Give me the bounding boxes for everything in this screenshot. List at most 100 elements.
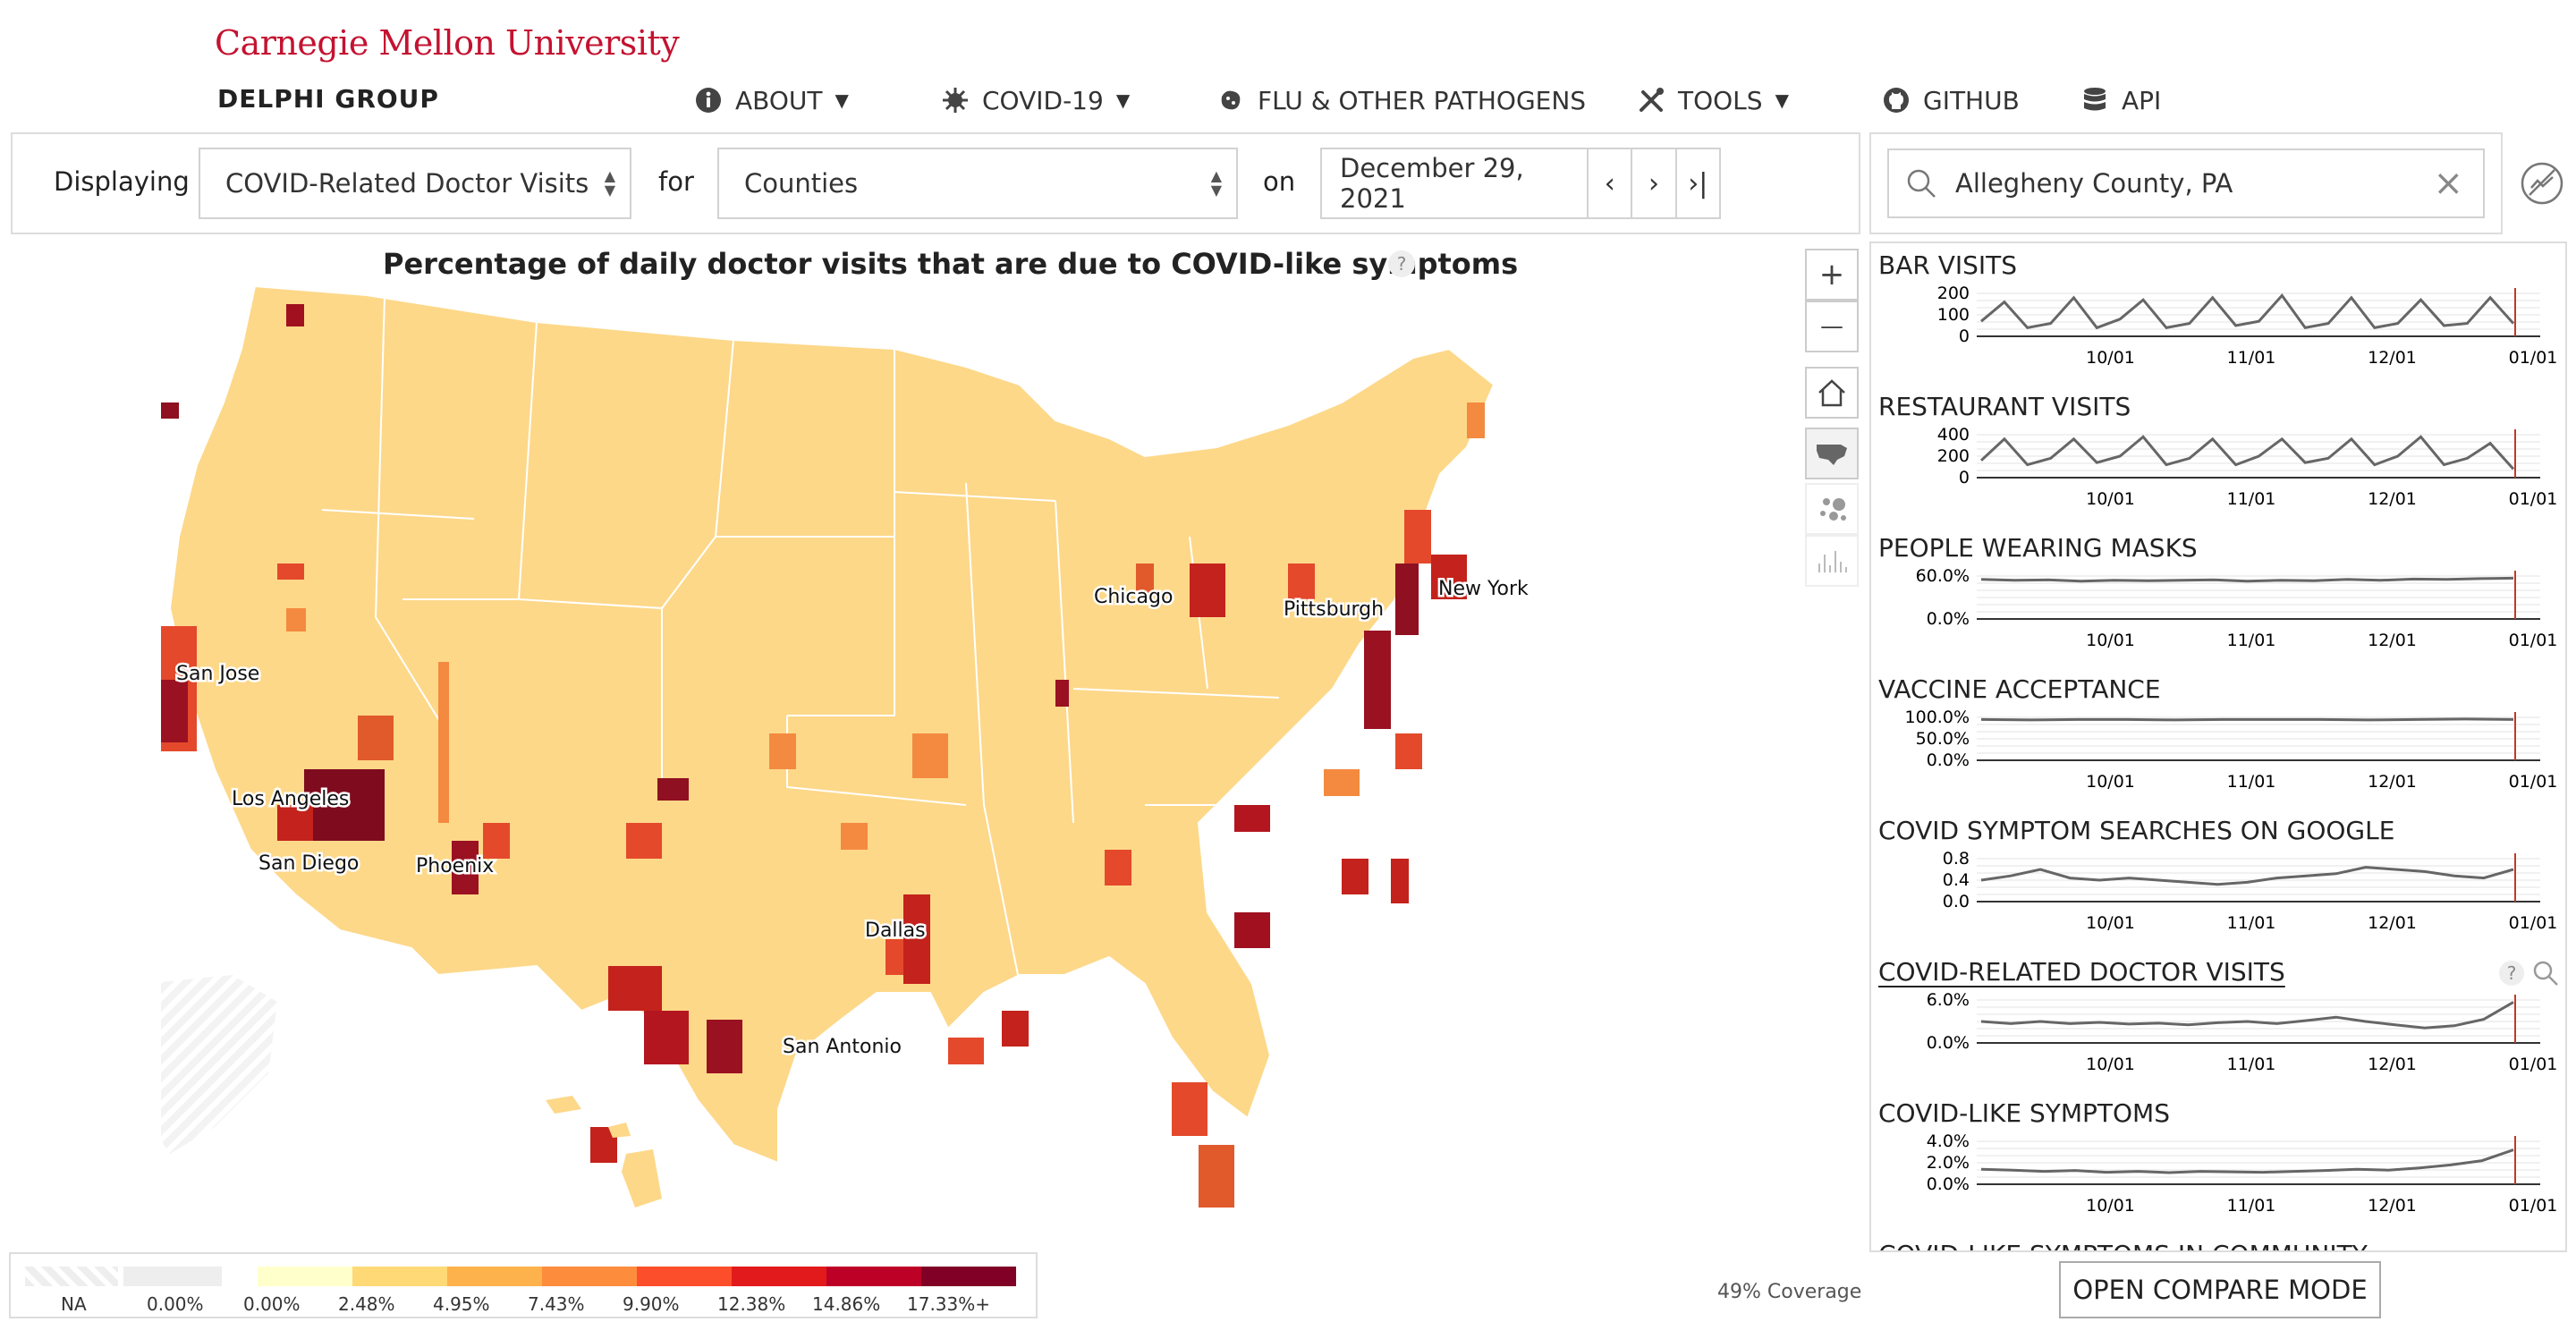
bubble-mode-button[interactable] [1805,483,1859,535]
y-tick-label: 0.4 [1943,870,1970,890]
y-tick-label: 50.0% [1916,729,1970,749]
alaska-shape [161,975,277,1154]
open-compare-mode-button[interactable]: OPEN COMPARE MODE [2059,1261,2381,1318]
legend-tick-label: 12.38% [717,1293,786,1315]
signal-title-people-wearing-masks[interactable]: PEOPLE WEARING MASKS [1878,533,2198,563]
x-tick-label: 12/01 [2368,1196,2417,1216]
city-label-phoenix: Phoenix [416,855,494,877]
map-title: Percentage of daily doctor visits that a… [383,247,1519,281]
signal-select[interactable]: COVID-Related Doctor Visits ▲ ▼ [199,148,631,219]
github-icon [1882,86,1911,114]
signal-title-covid-symptom-searches-on-google[interactable]: COVID SYMPTOM SEARCHES ON GOOGLE [1878,816,2395,845]
search-icon [1905,167,1937,199]
nav-covid19[interactable]: COVID-19 ▼ [941,82,1130,118]
city-label-pittsburgh: Pittsburgh [1284,598,1384,621]
nav-covid19-label: COVID-19 [982,85,1104,115]
y-tick-label: 6.0% [1927,993,1970,1010]
signal-title-covid-like-symptoms-in-community[interactable]: COVID-LIKE SYMPTOMS IN COMMUNITY [1878,1240,2368,1250]
choropleth-mode-button[interactable] [1805,428,1859,479]
nav-about-label: ABOUT [735,85,823,115]
x-tick-label: 11/01 [2227,631,2276,650]
signal-title-covid-related-doctor-visits[interactable]: COVID-RELATED DOCTOR VISITS [1878,957,2285,987]
x-tick-label: 10/01 [2086,631,2135,650]
university-logo[interactable]: Carnegie Mellon University [215,23,680,63]
y-tick-label: 0.0% [1927,1174,1970,1194]
legend-swatch [447,1267,542,1286]
legend-na-label: NA [61,1293,87,1315]
signal-title-bar-visits[interactable]: BAR VISITS [1878,250,2018,280]
zoom-in-button[interactable]: + [1805,249,1859,301]
prev-date-button[interactable]: ‹ [1587,149,1631,217]
signal-select-value: COVID-Related Doctor Visits [225,168,589,199]
legend-tick-label: 0.00% [243,1293,301,1315]
map-help-icon[interactable]: ? [1388,250,1415,277]
search-value: Allegheny County, PA [1955,168,2233,199]
y-tick-label: 0 [1959,468,1970,487]
home-button[interactable] [1805,367,1859,419]
y-tick-label: 60.0% [1916,569,1970,586]
sparkline-3: 100.0% 50.0%0.0% 10/01 11/01 12/01 01/01 [1905,710,2558,792]
city-label-los-angeles: Los Angeles [232,788,349,810]
last-date-button[interactable]: ›| [1674,149,1719,217]
x-tick-label: 10/01 [2086,772,2135,792]
signal-sparkline-panel: BAR VISITS 200 100 0 10/01 11/01 12/01 01/01 RES… [1869,242,2567,1252]
nav-github[interactable]: GITHUB [1882,82,2020,118]
legend-tick-label: 7.43% [528,1293,585,1315]
nav-tools[interactable]: TOOLS ▼ [1637,82,1789,118]
x-tick-label: 01/01 [2509,913,2558,933]
virus-icon [941,86,970,114]
x-tick-label: 11/01 [2227,1196,2276,1216]
sparkline-5: 6.0% 0.0% 10/01 11/01 12/01 01/01 [1927,993,2558,1074]
legend-tick-label: 17.33%+ [907,1293,991,1315]
color-legend: NA 0.00% 0.00% 2.48% 4.95% 7.43% 9.90% 12.38%… [9,1252,1038,1318]
legend-swatch [352,1267,447,1286]
x-tick-label: 01/01 [2509,631,2558,650]
geo-select-value: Counties [744,168,859,199]
legend-swatch [542,1267,637,1286]
location-search-input[interactable]: Allegheny County, PA × [1887,148,2485,218]
geo-select[interactable]: Counties ▲ ▼ [717,148,1238,219]
nav-api[interactable]: API [2080,82,2161,118]
clear-search-button[interactable]: × [2433,163,2463,204]
group-name[interactable]: DELPHI GROUP [217,84,439,114]
date-value[interactable]: December 29, 2021 [1340,153,1524,214]
x-tick-label: 12/01 [2368,772,2417,792]
displaying-label: Displaying [54,166,190,197]
x-tick-label: 10/01 [2086,1055,2135,1074]
toggle-chart-panel-button[interactable] [2515,152,2569,215]
zoom-out-button[interactable]: — [1805,301,1859,352]
sparkline-6: 4.0% 2.0%0.0% 10/01 11/01 12/01 01/01 [1927,1134,2558,1216]
y-tick-label: 0 [1959,326,1970,346]
x-tick-label: 11/01 [2227,348,2276,368]
next-date-button[interactable]: › [1631,149,1674,217]
signal-zoom-icon[interactable] [2531,959,2560,991]
x-tick-label: 12/01 [2368,913,2417,933]
sparkline-series [1980,1001,2514,1030]
spike-icon [1818,551,1847,572]
us-map-icon [1817,445,1847,465]
chart-icon [2521,162,2563,205]
signal-help-icon[interactable]: ? [2499,961,2524,986]
y-tick-label: 0.0 [1943,892,1970,911]
chevron-down-icon: ▼ [1115,89,1131,111]
hawaii-shape [546,1096,662,1208]
y-tick-label: 4.0% [1927,1134,1970,1151]
y-tick-label: 0.0% [1927,1033,1970,1053]
date-picker[interactable]: December 29, 2021 ‹ › ›| [1320,148,1721,219]
signal-title-restaurant-visits[interactable]: RESTAURANT VISITS [1878,392,2131,421]
y-tick-label: 200 [1937,286,1970,303]
nav-about[interactable]: ABOUT ▼ [694,82,849,118]
us-county-choropleth-map[interactable]: New York Chicago Pittsburgh San Jose Los… [161,268,1646,1252]
signal-title-covid-like-symptoms[interactable]: COVID-LIKE SYMPTOMS [1878,1098,2170,1128]
nav-flu[interactable]: FLU & OTHER PATHOGENS [1216,82,1586,118]
sparkline-series [1980,1148,2514,1174]
search-panel [1869,132,2503,234]
signal-title-vaccine-acceptance[interactable]: VACCINE ACCEPTANCE [1878,674,2161,704]
x-tick-label: 12/01 [2368,348,2417,368]
x-tick-label: 12/01 [2368,489,2417,509]
home-icon [1818,379,1845,407]
x-tick-label: 12/01 [2368,631,2417,650]
for-label: for [658,166,694,197]
spike-mode-button[interactable] [1805,535,1859,587]
